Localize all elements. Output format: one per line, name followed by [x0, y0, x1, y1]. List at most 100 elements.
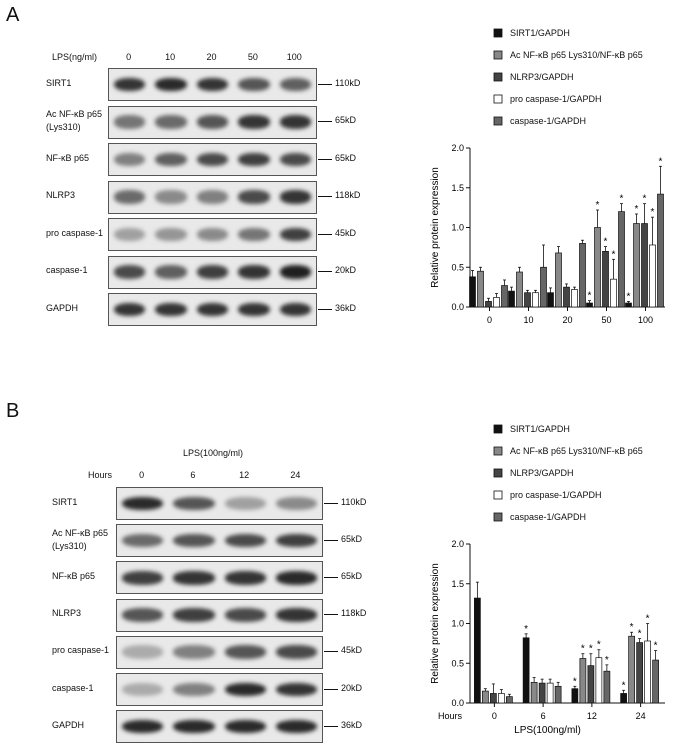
blot-band: [196, 152, 229, 167]
lane-label: 6: [190, 470, 196, 480]
bar: [644, 640, 651, 704]
x-tick-label: 0: [492, 711, 497, 721]
bar: [554, 685, 562, 704]
kd-tick: [324, 651, 338, 653]
legend-swatch: [493, 94, 503, 104]
significance-star: *: [604, 237, 608, 248]
kd-label: 45kD: [335, 227, 357, 238]
blot-band: [279, 115, 311, 129]
bar: [469, 276, 476, 308]
bar: [587, 665, 595, 704]
blot-band: [173, 533, 215, 548]
x-tick-label: 24: [636, 711, 646, 721]
panel-b-letter: B: [6, 400, 20, 422]
blot-strip: [108, 68, 317, 101]
panel-a-letter: A: [6, 4, 20, 26]
significance-star: *: [589, 644, 593, 655]
kd-label: 45kD: [341, 645, 363, 656]
blot-band: [114, 152, 146, 167]
kd-tick: [324, 688, 338, 690]
kd-label: 20kD: [335, 265, 357, 275]
blot-band: [155, 227, 187, 242]
x-tick-label: 6: [541, 711, 546, 721]
blot-strip: [108, 255, 317, 289]
blot-band: [275, 645, 317, 660]
blot-band: [122, 645, 164, 660]
protein-label: GAPDH: [52, 719, 85, 730]
lane-label: 20: [206, 52, 217, 62]
blot-band: [114, 227, 146, 242]
protein-label: (Lys310): [46, 122, 81, 132]
x-axis-label: LPS(100ng/ml): [514, 725, 581, 736]
blot-band: [238, 265, 270, 279]
blot-band: [173, 571, 215, 585]
legend-label: NLRP3/GAPDH: [510, 72, 574, 82]
protein-label: NLRP3: [46, 190, 76, 200]
y-tick-label: 1.0: [451, 619, 464, 629]
blot-band: [196, 77, 229, 92]
blot-band: [173, 682, 215, 697]
x-tick-label: 12: [587, 711, 597, 721]
kd-label: 118kD: [341, 608, 367, 619]
kd-tick: [318, 121, 332, 123]
kd-label: 20kD: [341, 682, 363, 693]
blot-band: [173, 496, 215, 511]
significance-star: *: [581, 644, 585, 655]
kd-tick: [324, 502, 338, 504]
significance-star: *: [630, 622, 634, 633]
lane-label: 0: [126, 52, 132, 62]
legend-label: pro caspase-1/GAPDH: [510, 94, 602, 104]
bar: [620, 693, 627, 704]
kd-label: 110kD: [335, 77, 361, 88]
kd-label: 110kD: [341, 496, 367, 507]
kd-tick: [324, 576, 338, 579]
significance-star: *: [620, 194, 624, 205]
blot-band: [224, 719, 266, 734]
significance-star: *: [643, 194, 647, 205]
bar: [579, 658, 587, 704]
bar: [493, 297, 500, 308]
blot-band: [155, 152, 187, 167]
bar: [657, 193, 664, 308]
significance-star: *: [635, 204, 639, 215]
y-tick-label: 2.0: [451, 539, 464, 549]
blot-band: [275, 533, 317, 548]
blot-strip: [116, 635, 323, 669]
bar: [530, 681, 538, 704]
blot-strip: [116, 673, 323, 706]
significance-star: *: [627, 291, 631, 302]
bar: [538, 682, 546, 704]
lps-header-label: LPS(ng/ml): [52, 52, 98, 62]
blot-band: [279, 265, 311, 279]
blot-band: [238, 302, 270, 317]
blot-band: [275, 682, 317, 697]
blot-strip: [108, 293, 317, 326]
y-axis-label: Relative protein expression: [430, 167, 441, 288]
bar: [508, 290, 515, 308]
kd-tick: [318, 83, 332, 85]
kd-label: 118kD: [335, 190, 361, 200]
protein-label: NLRP3: [52, 608, 82, 619]
blot-band: [279, 152, 311, 167]
y-tick-label: 2.0: [451, 143, 464, 153]
significance-star: *: [596, 200, 600, 211]
panel-b-chart: SIRT1/GAPDH Ac NF-κB p65 Lys310/NF-κB p65…: [430, 424, 665, 736]
kd-tick: [318, 233, 332, 235]
bar: [586, 302, 593, 308]
blot-band: [275, 608, 317, 622]
kd-label: 65kD: [335, 115, 357, 125]
legend-swatch: [493, 72, 503, 82]
bar: [602, 251, 609, 308]
legend-label: SIRT1/GAPDH: [510, 28, 570, 38]
kd-tick: [324, 539, 338, 541]
blot-band: [114, 302, 146, 317]
blot-band: [155, 77, 187, 92]
hours-label: Hours: [88, 470, 113, 480]
blot-band: [196, 190, 229, 204]
bar: [594, 227, 601, 308]
protein-label: (Lys310): [52, 540, 87, 551]
blot-band: [238, 227, 270, 242]
significance-star: *: [588, 291, 592, 302]
legend-label: caspase-1/GAPDH: [510, 512, 586, 522]
bar: [649, 244, 656, 308]
